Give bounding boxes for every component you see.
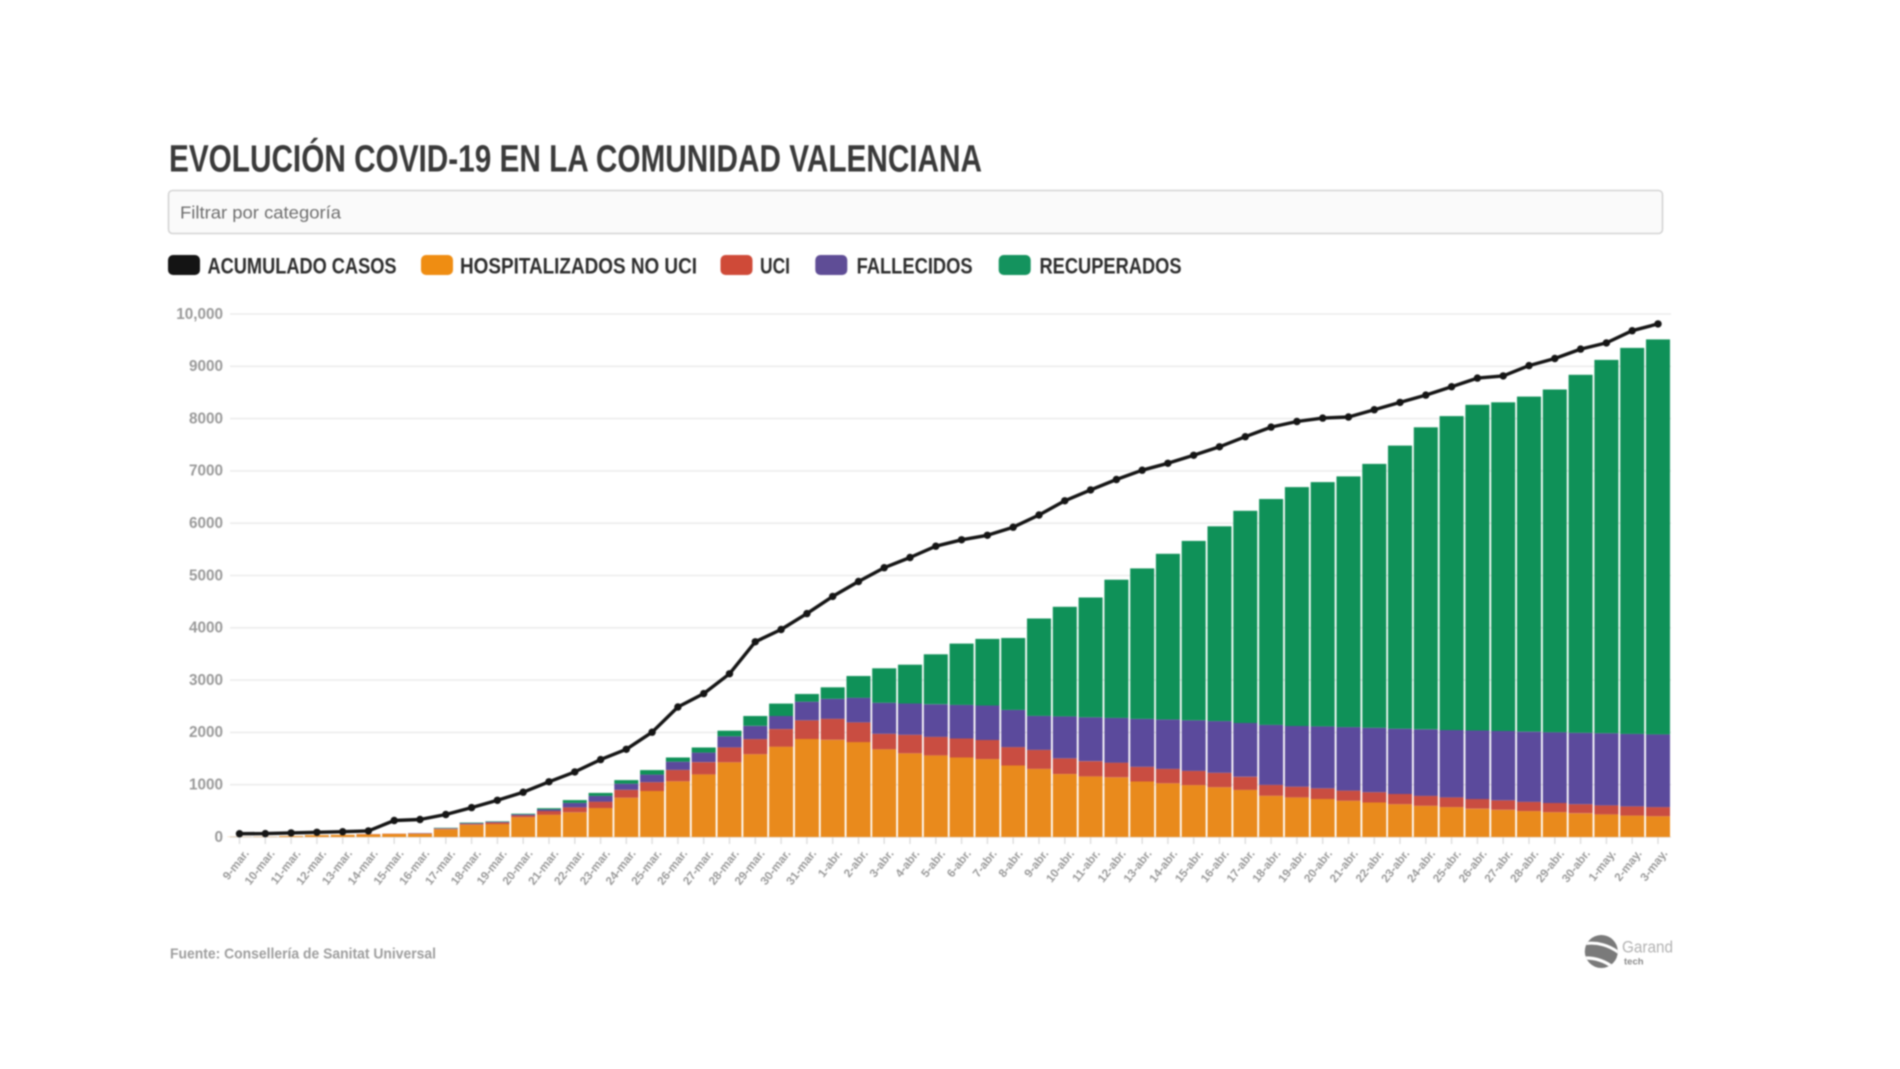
svg-text:6000: 6000 <box>189 515 223 532</box>
svg-text:5000: 5000 <box>189 567 223 584</box>
svg-text:1000: 1000 <box>189 777 223 794</box>
svg-text:Filtrar por categoría: Filtrar por categoría <box>180 203 341 223</box>
svg-text:FALLECIDOS: FALLECIDOS <box>857 254 973 279</box>
svg-text:9000: 9000 <box>189 358 223 375</box>
svg-text:tech: tech <box>1624 957 1644 968</box>
svg-text:0: 0 <box>214 829 223 846</box>
svg-text:RECUPERADOS: RECUPERADOS <box>1040 254 1182 279</box>
svg-text:Garand: Garand <box>1622 939 1673 957</box>
svg-text:Fuente: Consellería de Sanitat: Fuente: Consellería de Sanitat Universal <box>170 946 436 963</box>
svg-text:4000: 4000 <box>189 620 223 637</box>
svg-text:8000: 8000 <box>189 410 223 427</box>
svg-text:HOSPITALIZADOS NO UCI: HOSPITALIZADOS NO UCI <box>460 254 697 279</box>
svg-text:7000: 7000 <box>189 463 223 480</box>
svg-text:2000: 2000 <box>189 724 223 741</box>
svg-text:10,000: 10,000 <box>176 306 223 323</box>
svg-text:3000: 3000 <box>189 672 223 689</box>
svg-text:UCI: UCI <box>760 254 790 279</box>
svg-text:ACUMULADO CASOS: ACUMULADO CASOS <box>208 254 397 279</box>
svg-text:EVOLUCIÓN COVID-19 EN LA COMUN: EVOLUCIÓN COVID-19 EN LA COMUNIDAD VALEN… <box>169 137 982 181</box>
